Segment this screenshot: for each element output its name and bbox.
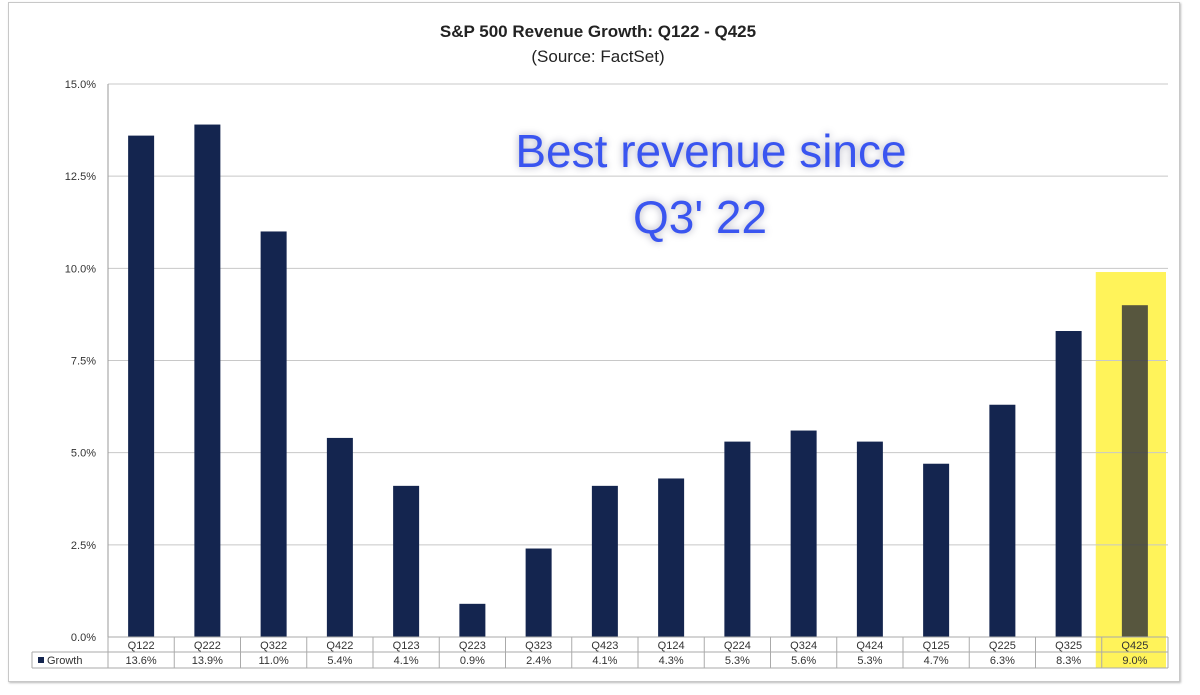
x-tick-label: Q125	[923, 640, 950, 652]
chart-frame	[8, 2, 1180, 682]
bar-Q324	[790, 430, 817, 637]
bar-Q224	[724, 441, 751, 637]
bar-Q322	[260, 231, 287, 637]
y-tick-label: 5.0%	[71, 448, 96, 460]
data-label: 13.9%	[192, 655, 223, 667]
data-label: 6.3%	[990, 655, 1015, 667]
y-tick-label: 0.0%	[71, 632, 96, 644]
bar-Q222	[194, 124, 221, 637]
bar-Q225	[989, 404, 1016, 637]
data-label: 13.6%	[126, 655, 157, 667]
bar-Q325	[1055, 331, 1082, 637]
bar-Q424	[856, 441, 883, 637]
y-tick-label: 10.0%	[65, 263, 96, 275]
x-tick-label: Q323	[525, 640, 552, 652]
data-label: 4.1%	[394, 655, 419, 667]
data-label: 8.3%	[1056, 655, 1081, 667]
annotation-line-1: Best revenue since	[515, 125, 906, 177]
data-label: 4.7%	[924, 655, 949, 667]
legend-label: Growth	[47, 655, 82, 667]
x-tick-label: Q422	[326, 640, 353, 652]
bar-Q323	[525, 548, 552, 637]
bar-Q122	[128, 135, 155, 637]
x-tick-label: Q123	[393, 640, 420, 652]
annotation-line-2: Q3' 22	[633, 191, 767, 243]
bar-Q124	[658, 478, 685, 637]
y-tick-label: 2.5%	[71, 540, 96, 552]
y-tick-label: 7.5%	[71, 356, 96, 368]
x-tick-label: Q224	[724, 640, 751, 652]
y-tick-label: 12.5%	[65, 171, 96, 183]
x-tick-label: Q425	[1121, 640, 1148, 652]
x-tick-label: Q325	[1055, 640, 1082, 652]
x-tick-label: Q322	[260, 640, 287, 652]
data-label: 4.1%	[592, 655, 617, 667]
chart-subtitle: (Source: FactSet)	[531, 47, 664, 66]
chart-title: S&P 500 Revenue Growth: Q122 - Q425	[440, 22, 756, 41]
data-label: 0.9%	[460, 655, 485, 667]
bar-Q422	[326, 437, 353, 637]
x-tick-label: Q122	[128, 640, 155, 652]
data-label: 9.0%	[1122, 655, 1147, 667]
data-label: 5.4%	[327, 655, 352, 667]
x-tick-label: Q222	[194, 640, 221, 652]
bar-Q425	[1121, 305, 1148, 637]
data-label: 5.6%	[791, 655, 816, 667]
x-tick-label: Q223	[459, 640, 486, 652]
bar-Q125	[923, 463, 950, 637]
bar-Q223	[459, 603, 486, 637]
data-label: 5.3%	[725, 655, 750, 667]
x-tick-label: Q124	[658, 640, 685, 652]
legend-swatch	[38, 657, 44, 663]
x-tick-label: Q424	[856, 640, 883, 652]
data-label: 4.3%	[659, 655, 684, 667]
x-tick-label: Q225	[989, 640, 1016, 652]
y-tick-label: 15.0%	[65, 79, 96, 91]
data-label: 2.4%	[526, 655, 551, 667]
bar-Q423	[591, 485, 618, 637]
x-tick-label: Q324	[790, 640, 817, 652]
data-label: 11.0%	[258, 655, 289, 667]
x-tick-label: Q423	[591, 640, 618, 652]
bar-Q123	[393, 485, 420, 637]
data-label: 5.3%	[857, 655, 882, 667]
